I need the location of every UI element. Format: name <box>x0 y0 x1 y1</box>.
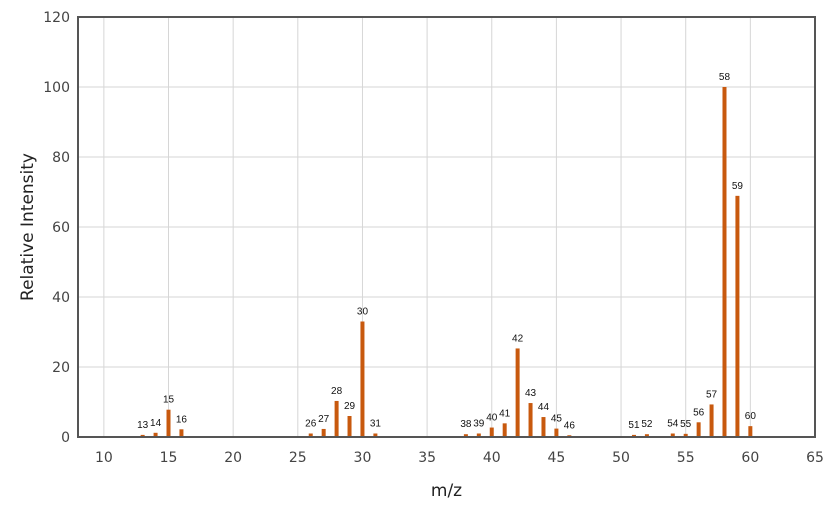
data-label: 15 <box>163 395 175 406</box>
x-axis-title: m/z <box>431 481 462 501</box>
x-tick-label: 60 <box>741 450 759 466</box>
x-tick-label: 55 <box>677 450 695 466</box>
bar <box>541 417 546 437</box>
data-label: 60 <box>745 411 757 422</box>
x-tick-label: 35 <box>418 450 436 466</box>
data-label: 46 <box>564 420 576 431</box>
bar <box>153 432 158 437</box>
data-label: 42 <box>512 333 524 344</box>
plot-frame <box>77 16 816 438</box>
data-label: 43 <box>525 388 537 399</box>
data-label: 38 <box>460 419 472 430</box>
x-tick-label: 45 <box>547 450 565 466</box>
bar <box>683 433 688 437</box>
bar <box>166 409 171 437</box>
y-tick-label: 80 <box>52 150 70 166</box>
x-tick-label: 10 <box>95 450 113 466</box>
bar <box>670 433 675 437</box>
data-label: 31 <box>370 419 382 430</box>
x-tick-label: 30 <box>354 450 372 466</box>
bar <box>308 433 313 437</box>
bars-layer <box>140 87 753 437</box>
bar <box>709 404 714 437</box>
data-label: 40 <box>486 413 498 424</box>
data-label: 28 <box>331 386 343 397</box>
x-tick-label: 50 <box>612 450 630 466</box>
x-tick-label: 40 <box>483 450 501 466</box>
x-tick-label: 20 <box>224 450 242 466</box>
y-axis-title: Relative Intensity <box>18 153 38 301</box>
data-label: 54 <box>667 419 679 430</box>
bar <box>554 428 559 437</box>
bar <box>179 429 184 437</box>
y-tick-label: 120 <box>43 10 70 26</box>
data-label: 39 <box>473 419 485 430</box>
bar <box>334 400 339 437</box>
bar <box>735 195 740 437</box>
y-tick-label: 100 <box>43 80 70 96</box>
bar <box>347 416 352 437</box>
bar <box>696 422 701 437</box>
y-tick-labels: 0 20 40 60 80 100 120 <box>43 10 70 446</box>
x-tick-label: 25 <box>289 450 307 466</box>
data-label: 30 <box>357 307 369 318</box>
data-label: 26 <box>305 419 317 430</box>
data-label: 55 <box>680 419 692 430</box>
data-label: 56 <box>693 407 705 418</box>
data-label: 58 <box>719 72 731 83</box>
bar <box>644 434 649 437</box>
x-tick-label: 65 <box>806 450 824 466</box>
data-label: 45 <box>551 414 563 425</box>
bar <box>476 433 481 437</box>
y-tick-label: 20 <box>52 360 70 376</box>
data-label: 16 <box>176 414 188 425</box>
bar <box>502 423 507 437</box>
x-tick-labels: 10 15 20 25 30 35 40 45 50 55 60 65 <box>95 450 824 466</box>
data-label: 51 <box>628 420 640 431</box>
bar <box>631 434 636 437</box>
data-label: 44 <box>538 402 550 413</box>
bar <box>722 87 727 437</box>
data-label: 41 <box>499 408 511 419</box>
data-label: 52 <box>641 419 653 430</box>
data-label: 57 <box>706 389 718 400</box>
bar <box>528 403 533 437</box>
data-label: 29 <box>344 401 356 412</box>
x-tick-label: 15 <box>160 450 178 466</box>
bar <box>489 427 494 437</box>
bar <box>463 434 468 437</box>
bar <box>515 348 520 437</box>
grid-layer <box>78 16 816 438</box>
bar <box>373 433 378 437</box>
y-tick-label: 40 <box>52 290 70 306</box>
y-tick-label: 0 <box>61 430 70 446</box>
data-label: 13 <box>137 420 149 431</box>
bar <box>748 426 753 437</box>
data-label: 27 <box>318 414 330 425</box>
data-label: 59 <box>732 181 744 192</box>
bar <box>360 321 365 437</box>
bar <box>140 434 145 437</box>
data-label: 14 <box>150 418 162 429</box>
bar <box>321 428 326 437</box>
y-tick-label: 60 <box>52 220 70 236</box>
